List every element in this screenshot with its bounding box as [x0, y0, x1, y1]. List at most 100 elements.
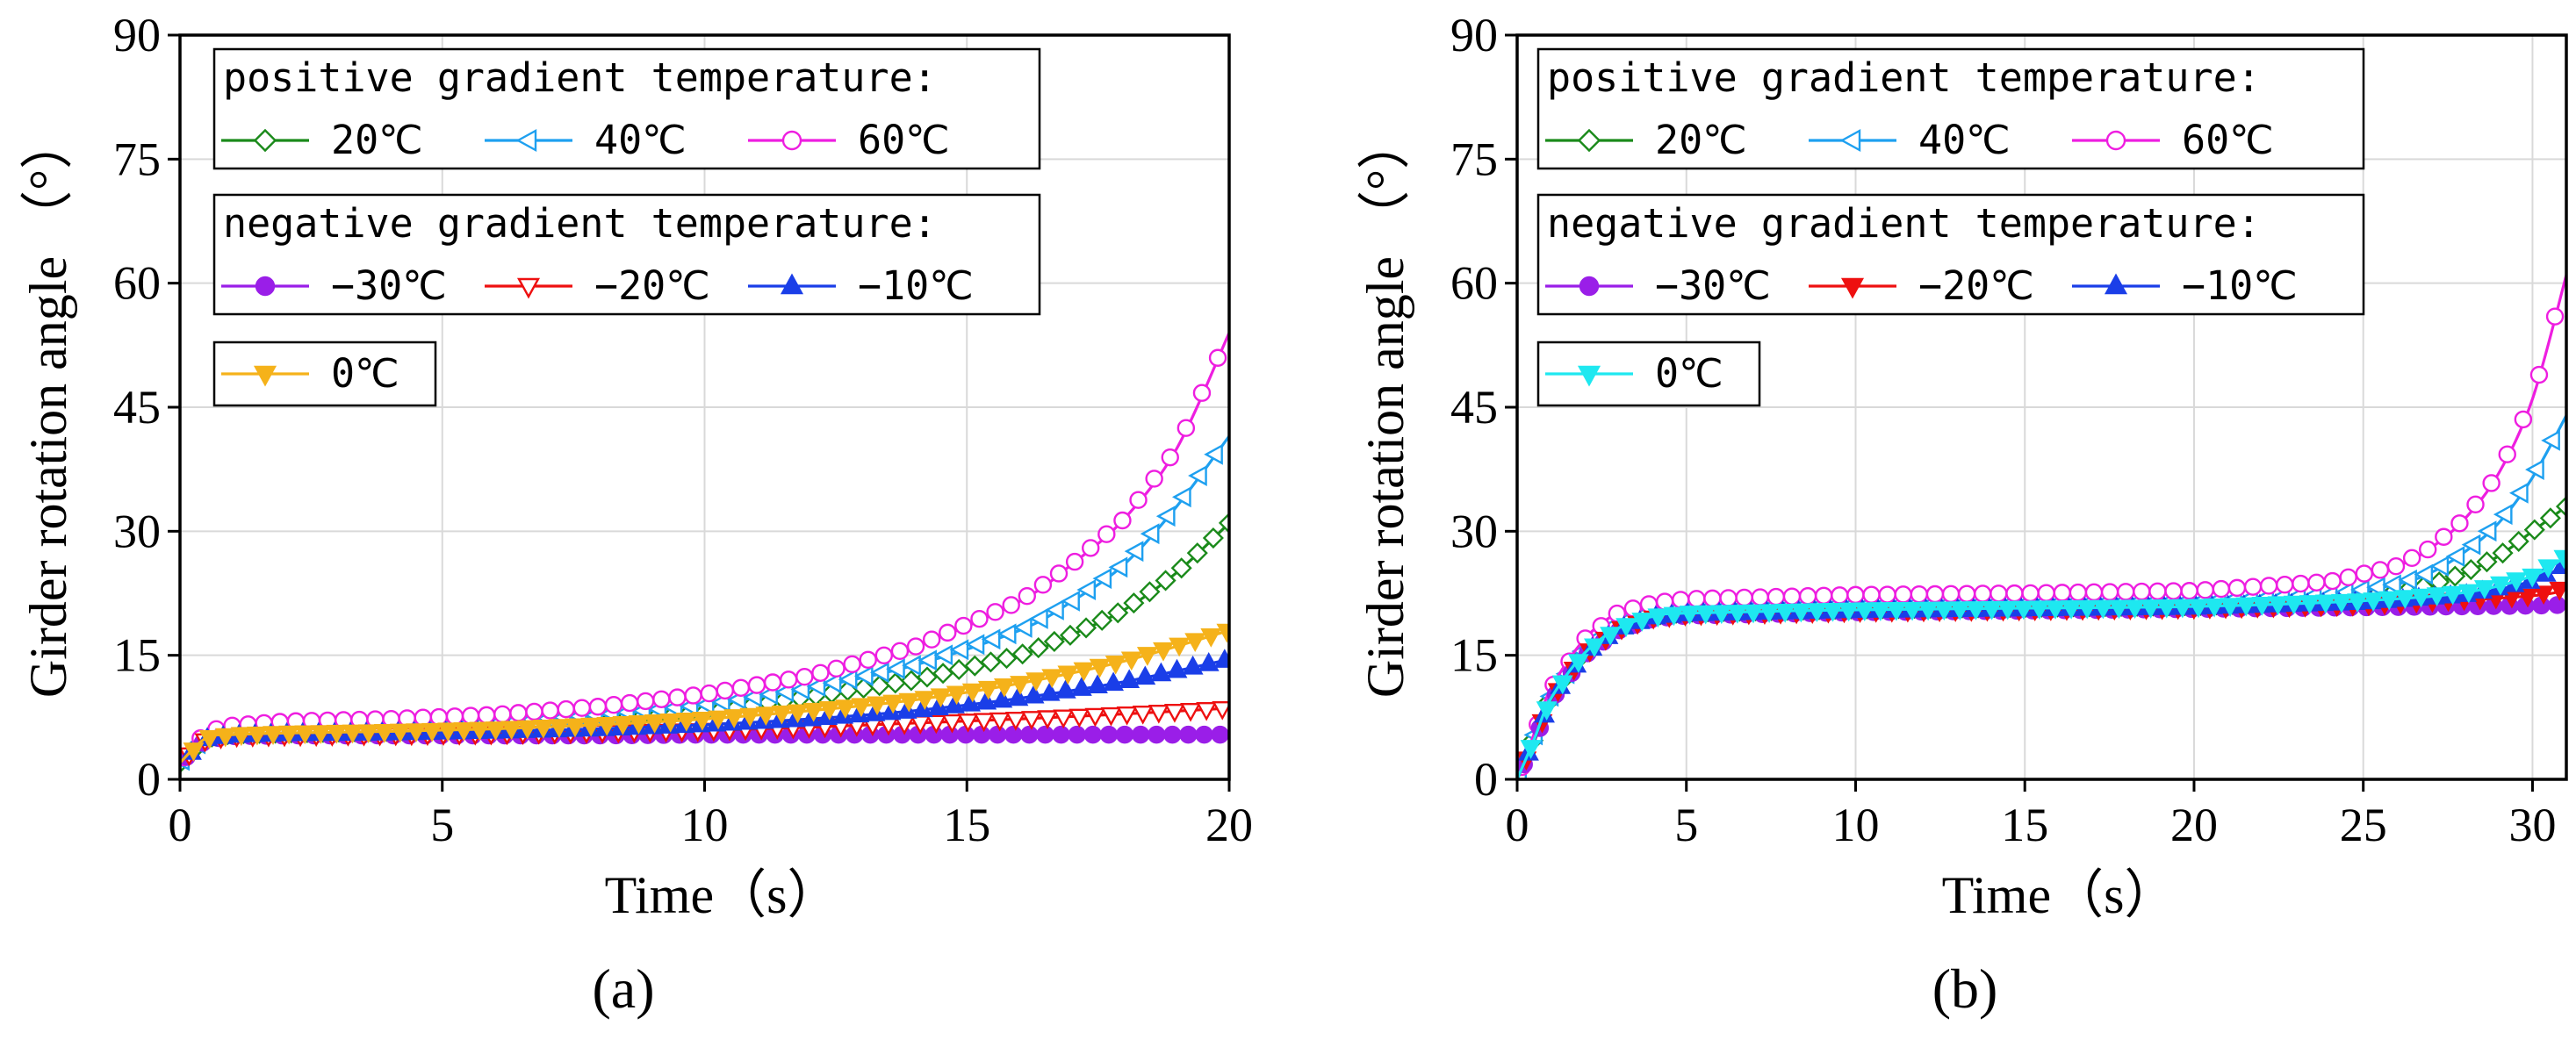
data-point: [2171, 599, 2193, 619]
data-point: [1089, 658, 1111, 678]
data-point: [1140, 523, 1160, 545]
data-point: [469, 721, 491, 742]
data-point: [2522, 568, 2544, 588]
data-point: [917, 649, 937, 671]
data-point: [1150, 662, 1172, 682]
data-point: [2537, 559, 2559, 579]
data-point: [2108, 599, 2130, 620]
data-point: [1198, 652, 1220, 671]
data-point: [1108, 556, 1128, 578]
data-point: [2117, 583, 2135, 601]
data-point: [2508, 530, 2529, 552]
data-point: [997, 623, 1017, 645]
data-point: [1002, 596, 1020, 614]
legend-label: −20℃: [1918, 262, 2034, 309]
data-point: [2164, 582, 2183, 600]
data-point: [1036, 725, 1054, 744]
legend-entry: −30℃: [1545, 262, 1771, 309]
data-point: [896, 699, 917, 719]
data-point: [1091, 609, 1113, 631]
legend-marker: [2105, 130, 2126, 151]
data-point: [806, 676, 826, 698]
data-point: [2506, 572, 2528, 592]
data-point: [644, 714, 666, 734]
data-point: [1025, 672, 1047, 692]
data-point: [516, 720, 538, 740]
data-point: [716, 681, 734, 700]
data-point: [954, 616, 973, 635]
data-point: [1196, 701, 1218, 721]
data-point: [1113, 511, 1132, 530]
legend-group-2: 0℃: [1536, 341, 1761, 407]
data-point: [906, 637, 925, 656]
data-point: [2461, 534, 2481, 556]
data-point: [612, 715, 634, 735]
legend-marker: [253, 365, 277, 387]
data-point: [1814, 586, 1833, 605]
data-point: [1105, 655, 1126, 675]
y-tick-label: 60: [1450, 257, 1498, 310]
x-tick-label: 20: [2170, 799, 2218, 851]
data-point: [2548, 596, 2566, 614]
legend-marker: [1577, 365, 1601, 387]
data-point: [1759, 604, 1781, 624]
data-point: [970, 609, 989, 628]
data-point: [1918, 601, 1939, 621]
data-point: [1124, 541, 1144, 563]
data-point: [2188, 599, 2209, 619]
data-point: [580, 717, 602, 737]
series-6: [1517, 549, 2566, 779]
data-point: [2355, 564, 2373, 583]
data-point: [787, 704, 809, 724]
data-point: [960, 692, 982, 712]
legend-label: 60℃: [2182, 117, 2274, 163]
x-tick-label: 15: [2001, 799, 2048, 851]
data-point: [2490, 576, 2511, 596]
legend-entry: 0℃: [221, 350, 399, 397]
data-point: [1846, 585, 1865, 605]
x-tick-label: 15: [943, 799, 990, 851]
data-point: [1726, 605, 1748, 624]
legend-marker: [1839, 128, 1861, 153]
data-point: [247, 726, 268, 746]
data-point: [2398, 569, 2417, 591]
data-point: [1184, 633, 1206, 653]
data-point: [2276, 576, 2294, 594]
data-point: [1949, 601, 1971, 620]
data-point: [1886, 601, 1907, 621]
data-point: [886, 658, 905, 680]
legend-marker: [780, 273, 804, 295]
data-point: [1043, 630, 1065, 653]
data-point: [1161, 448, 1179, 467]
data-point: [1822, 602, 1844, 622]
data-point: [2292, 574, 2310, 593]
legend-entry: −20℃: [1809, 262, 2034, 309]
data-point: [1171, 486, 1191, 508]
data-point: [509, 704, 528, 722]
data-point: [2196, 581, 2214, 599]
data-point: [1894, 585, 1912, 604]
x-tick-label: 20: [1205, 799, 1253, 851]
data-point: [1004, 725, 1023, 744]
data-point: [1119, 669, 1140, 689]
data-point: [981, 628, 1001, 650]
legend-marker: [1577, 128, 1601, 153]
data-point: [1166, 658, 1188, 678]
legend-group-1: negative gradient temperature: −30℃ −20℃ −1…: [1536, 193, 2365, 316]
data-point: [493, 705, 512, 724]
data-point: [1073, 662, 1095, 682]
data-point: [2069, 583, 2088, 602]
legend-label: 0℃: [331, 350, 399, 397]
data-point: [993, 678, 1015, 698]
data-point: [2227, 578, 2247, 598]
data-point: [421, 722, 443, 742]
data-point: [956, 725, 975, 744]
data-point: [691, 711, 713, 731]
data-point: [1148, 725, 1166, 744]
data-point: [2426, 587, 2448, 606]
data-point: [1131, 725, 1150, 744]
data-point: [588, 698, 608, 716]
data-point: [461, 706, 480, 725]
data-point: [2498, 445, 2516, 463]
legend-label: −10℃: [2182, 262, 2298, 309]
